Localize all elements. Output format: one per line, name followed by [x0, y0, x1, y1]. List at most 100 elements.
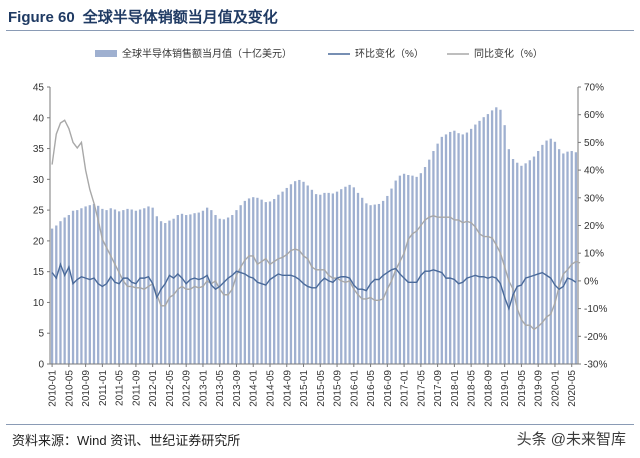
x-tick-label: 2010-09 — [81, 370, 92, 407]
bar — [239, 205, 242, 364]
bar — [356, 192, 360, 364]
bar — [549, 138, 552, 364]
y-left-tick-label: 25 — [33, 206, 45, 217]
y-right-tick-label: 70% — [584, 83, 604, 94]
bar — [88, 205, 91, 364]
x-tick-label: 2015-09 — [333, 370, 344, 407]
bar — [352, 187, 355, 364]
bar — [97, 205, 100, 364]
bar — [348, 184, 351, 364]
bar — [428, 159, 431, 364]
x-tick-label: 2017-01 — [400, 370, 411, 407]
x-tick-label: 2019-09 — [534, 370, 545, 407]
bar — [344, 186, 347, 364]
bar — [461, 134, 464, 364]
bar — [377, 203, 381, 364]
bar — [235, 210, 238, 364]
bar — [105, 210, 108, 364]
line-series — [51, 119, 581, 331]
bar — [67, 215, 70, 364]
bar — [386, 195, 389, 364]
x-tick-label: 2012-05 — [165, 370, 176, 407]
bar — [84, 206, 87, 364]
bar — [398, 175, 402, 364]
bar — [566, 151, 569, 364]
bar — [63, 217, 66, 364]
bar — [50, 228, 54, 364]
source-note: 资料来源：Wind 资讯、世纪证券研究所 — [12, 433, 241, 448]
bar — [59, 221, 62, 364]
x-tick-label: 2017-09 — [433, 370, 444, 407]
figure-title-text: 全球半导体销额当月值及变化 — [82, 9, 278, 26]
bar — [289, 184, 293, 364]
x-tick-label: 2018-09 — [483, 370, 494, 407]
bar — [545, 140, 548, 364]
y-right-tick-label: -10% — [584, 304, 607, 315]
bar — [482, 117, 485, 364]
bar — [562, 153, 565, 364]
bar — [113, 209, 117, 364]
bar — [419, 173, 422, 364]
bar — [260, 199, 263, 364]
y-right-tick-label: 30% — [584, 193, 604, 204]
bar — [109, 208, 112, 364]
y-left-tick-label: 45 — [33, 83, 45, 94]
x-tick-label: 2019-05 — [517, 370, 528, 407]
bar — [365, 203, 368, 364]
bar — [495, 107, 498, 364]
tick-labels: 0 5 10 15 20 25 30 35 40 45 -30% -20% -10% 0% 10% 20% 30… — [33, 83, 608, 407]
x-tick-label: 2018-05 — [467, 370, 478, 407]
bar — [520, 165, 523, 364]
bar — [55, 225, 58, 364]
bar — [201, 210, 205, 364]
bar — [218, 218, 221, 364]
bar — [172, 218, 175, 364]
bar — [457, 133, 460, 364]
bar — [557, 149, 561, 364]
bar — [361, 197, 364, 364]
bar — [138, 209, 142, 364]
y-right-tick-label: -30% — [584, 360, 607, 371]
bar — [574, 152, 578, 364]
bar — [486, 114, 490, 364]
bar — [117, 211, 121, 364]
bar-series — [50, 107, 578, 364]
bar — [528, 160, 531, 364]
bar — [164, 223, 167, 364]
source-divider — [6, 424, 634, 425]
bar — [541, 144, 544, 364]
bar — [273, 199, 276, 364]
x-tick-label: 2011-09 — [131, 370, 142, 406]
bar — [394, 180, 397, 364]
yoy-line — [51, 119, 581, 331]
legend-label: 环比变化（%） — [355, 47, 424, 60]
bar — [306, 185, 309, 364]
y-left-tick-label: 30 — [33, 175, 45, 186]
x-tick-label: 2013-05 — [215, 370, 226, 407]
figure-number: Figure 60 — [8, 9, 75, 26]
bar — [180, 213, 184, 364]
bar — [499, 109, 502, 364]
x-tick-label: 2016-05 — [366, 370, 377, 407]
bar — [411, 175, 414, 364]
legend-label: 全球半导体销售额当月值（十亿美元） — [122, 47, 292, 60]
bar — [155, 216, 158, 364]
bar — [122, 210, 125, 364]
x-tick-label: 2010-05 — [64, 370, 75, 407]
bar — [390, 188, 393, 364]
bar — [319, 194, 322, 364]
mom-line — [51, 262, 577, 311]
y-right-tick-label: 10% — [584, 249, 604, 260]
x-tick-label: 2016-01 — [349, 370, 360, 407]
bar — [314, 194, 318, 364]
x-tick-label: 2019-01 — [500, 370, 511, 407]
bar — [302, 181, 305, 364]
bar — [478, 120, 481, 364]
x-tick-label: 2012-01 — [148, 370, 159, 407]
title-divider — [6, 30, 634, 31]
y-left-tick-label: 20 — [33, 236, 45, 247]
bar — [264, 202, 267, 364]
x-tick-label: 2015-01 — [299, 370, 310, 407]
legend: 全球半导体销售额当月值（十亿美元） 环比变化（%） 同比变化（%） — [95, 47, 543, 60]
y-left-tick-label: 15 — [33, 267, 45, 278]
